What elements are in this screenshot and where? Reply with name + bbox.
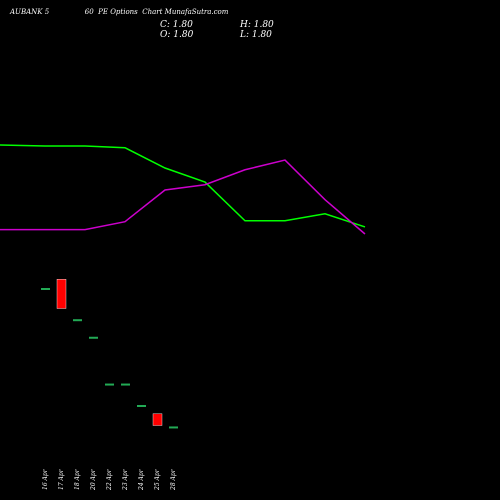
indicator-line-2 <box>0 159 366 235</box>
x-tick-label: 17 Apr <box>58 468 65 490</box>
close-value: C: 1.80 <box>160 20 193 30</box>
chart-title: AUBANK 5 60 PE Options Chart MunafaSutra… <box>10 8 229 16</box>
candle-17-apr <box>56 279 67 309</box>
x-tick-label: 25 Apr <box>154 468 161 491</box>
candle-18-apr <box>73 319 82 322</box>
x-tick-label: 16 Apr <box>42 468 49 490</box>
candle-25-apr <box>152 413 163 426</box>
candle-20-apr <box>89 336 98 339</box>
x-tick-label: 23 Apr <box>122 468 129 491</box>
high-value: H: 1.80 <box>240 20 274 30</box>
open-value: O: 1.80 <box>160 30 194 40</box>
candle-16-apr <box>41 288 50 290</box>
low-value: L: 1.80 <box>240 30 272 40</box>
candle-28-apr <box>169 426 178 429</box>
candle-22-apr <box>105 383 114 386</box>
x-tick-label: 28 Apr <box>170 468 177 491</box>
indicator-line-1 <box>0 144 366 228</box>
candle-23-apr <box>121 383 130 386</box>
candle-24-apr <box>137 405 146 407</box>
x-tick-label: 22 Apr <box>106 468 113 491</box>
indicator-lines <box>0 144 366 235</box>
x-tick-label: 24 Apr <box>138 468 145 491</box>
candlesticks <box>41 279 178 429</box>
x-axis-ticks: 16 Apr 17 Apr 18 Apr 20 Apr 22 Apr 23 Apr 24 A… <box>42 468 177 491</box>
x-tick-label: 20 Apr <box>90 468 97 491</box>
x-tick-label: 18 Apr <box>74 468 81 490</box>
